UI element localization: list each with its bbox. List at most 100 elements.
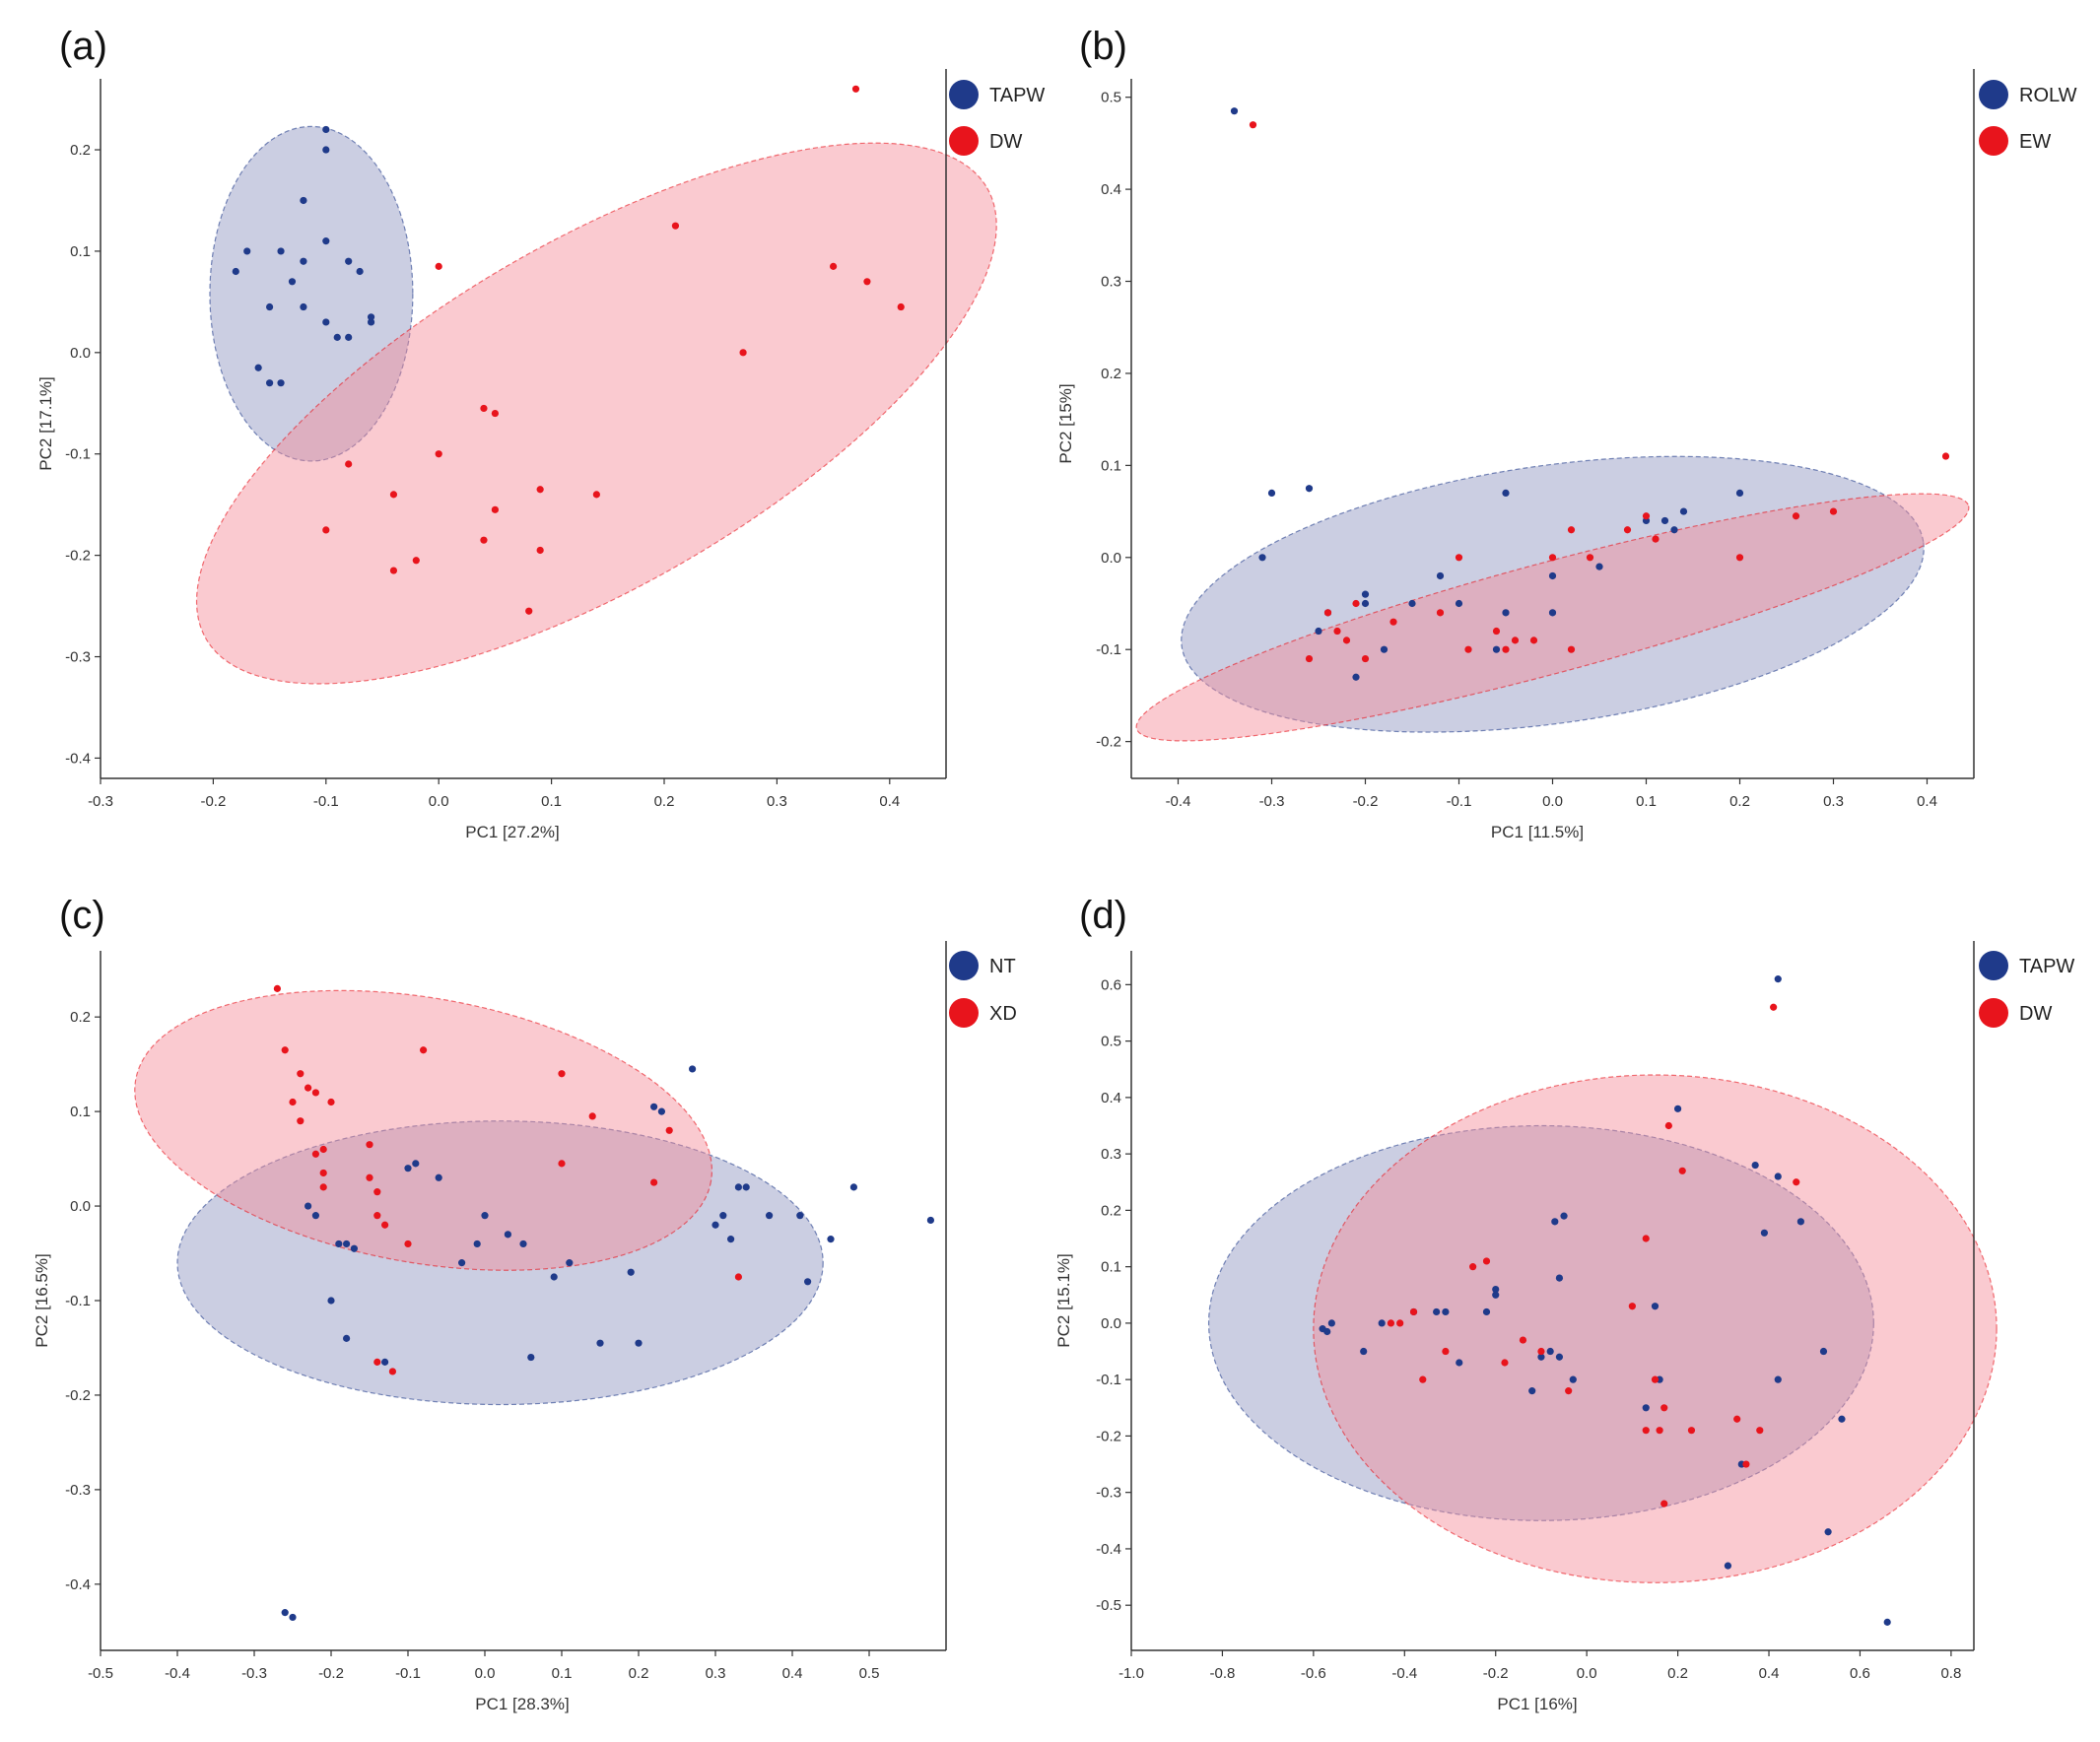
point-rolw [1670, 526, 1678, 534]
point-ew [1305, 654, 1314, 663]
legend-label-b-1: ROLW [2019, 85, 2077, 106]
point-tapw [1528, 1387, 1536, 1395]
point-dw [389, 491, 398, 499]
point-dw [671, 222, 680, 230]
x-tick-label-1-5: 0.1 [1636, 793, 1657, 810]
point-rolw [1660, 516, 1669, 525]
point-nt [657, 1107, 666, 1115]
y-tick-label-2-0: 0.2 [70, 1009, 91, 1026]
point-nt [527, 1353, 535, 1362]
x-tick-label-0-2: -0.1 [313, 793, 339, 810]
legend-c: NT XD [949, 951, 1017, 1028]
y-tick-label-1-3: 0.2 [1101, 366, 1121, 382]
point-ew [1623, 526, 1632, 534]
x-tick-label-0-3: 0.0 [429, 793, 449, 810]
point-nt [719, 1212, 727, 1220]
legend-b: ROLW EW [1979, 80, 2077, 156]
legend-swatch-d-2 [1979, 998, 2008, 1028]
point-nt [796, 1212, 804, 1220]
point-xd [650, 1178, 658, 1186]
point-dw [1664, 1121, 1672, 1130]
y-tick-label-0-2: 0.0 [70, 345, 91, 362]
legend-label-c-1: NT [989, 956, 1016, 977]
point-rolw [1492, 645, 1501, 653]
point-tapw [322, 318, 330, 326]
point-nt [596, 1339, 604, 1347]
point-tapw [1537, 1353, 1545, 1361]
point-xd [311, 1089, 319, 1097]
point-ew [1941, 452, 1950, 460]
point-rolw [1595, 563, 1603, 570]
point-tapw [1651, 1303, 1660, 1310]
point-dw [1396, 1319, 1404, 1327]
point-dw [480, 404, 488, 413]
point-xd [665, 1126, 673, 1134]
point-dw [435, 262, 442, 270]
point-dw [525, 607, 533, 615]
y-tick-label-2-2: 0.0 [70, 1198, 91, 1215]
point-nt [281, 1609, 289, 1617]
panel-label-a: (a) [59, 25, 107, 68]
point-tapw [345, 257, 353, 265]
x-tick-label-1-4: 0.0 [1542, 793, 1563, 810]
point-ew [1249, 121, 1257, 129]
point-tapw [1838, 1415, 1846, 1423]
point-nt [734, 1183, 743, 1191]
point-ew [1792, 512, 1800, 520]
point-rolw [1380, 645, 1389, 653]
point-rolw [1455, 599, 1463, 608]
point-nt [504, 1231, 511, 1239]
y-tick-label-2-1: 0.1 [70, 1104, 91, 1120]
point-tapw [266, 302, 274, 311]
point-tapw [1774, 975, 1782, 983]
x-tick-label-0-4: 0.1 [541, 793, 562, 810]
point-xd [311, 1150, 319, 1158]
point-xd [558, 1160, 566, 1168]
x-tick-label-2-6: 0.1 [552, 1665, 573, 1682]
y-tick-label-2-5: -0.3 [65, 1482, 91, 1499]
x-tick-label-2-3: -0.2 [318, 1665, 344, 1682]
point-tapw [1774, 1375, 1782, 1383]
y-tick-label-3-11: -0.5 [1096, 1597, 1121, 1614]
point-xd [366, 1141, 373, 1149]
point-tapw [232, 267, 239, 276]
point-tapw [277, 379, 285, 387]
point-rolw [1230, 107, 1239, 115]
point-xd [297, 1117, 305, 1125]
point-tapw [1824, 1528, 1832, 1536]
y-tick-label-3-10: -0.4 [1096, 1541, 1121, 1558]
x-tick-label-3-6: 0.2 [1667, 1665, 1688, 1682]
point-tapw [277, 247, 285, 255]
point-rolw [1502, 609, 1510, 617]
point-tapw [1546, 1347, 1554, 1356]
x-tick-label-3-8: 0.6 [1850, 1665, 1870, 1682]
point-tapw [1482, 1307, 1491, 1316]
point-rolw [1436, 571, 1445, 580]
y-tick-label-3-6: 0.0 [1101, 1315, 1121, 1332]
point-ew [1652, 535, 1660, 543]
point-xd [327, 1098, 335, 1106]
point-tapw [322, 125, 330, 134]
point-rolw [1267, 489, 1276, 497]
point-xd [373, 1358, 381, 1366]
legend-swatch-d-1 [1979, 951, 2008, 980]
point-dw [1537, 1347, 1545, 1356]
point-ew [1529, 636, 1538, 644]
point-xd [558, 1070, 566, 1078]
x-tick-label-3-7: 0.4 [1759, 1665, 1780, 1682]
point-dw [1565, 1387, 1573, 1395]
point-nt [566, 1259, 574, 1267]
point-tapw [322, 146, 330, 154]
point-dw [1642, 1427, 1650, 1435]
point-ew [1586, 554, 1594, 562]
point-tapw [1360, 1347, 1368, 1356]
point-tapw [288, 278, 297, 286]
point-nt [458, 1259, 466, 1267]
x-axis-title-d: PC1 [16%] [1497, 1695, 1577, 1713]
point-dw [1419, 1375, 1427, 1383]
point-dw [851, 85, 860, 93]
x-tick-label-2-8: 0.3 [706, 1665, 726, 1682]
point-xd [281, 1046, 289, 1054]
x-tick-label-1-6: 0.2 [1729, 793, 1750, 810]
point-nt [827, 1236, 835, 1243]
